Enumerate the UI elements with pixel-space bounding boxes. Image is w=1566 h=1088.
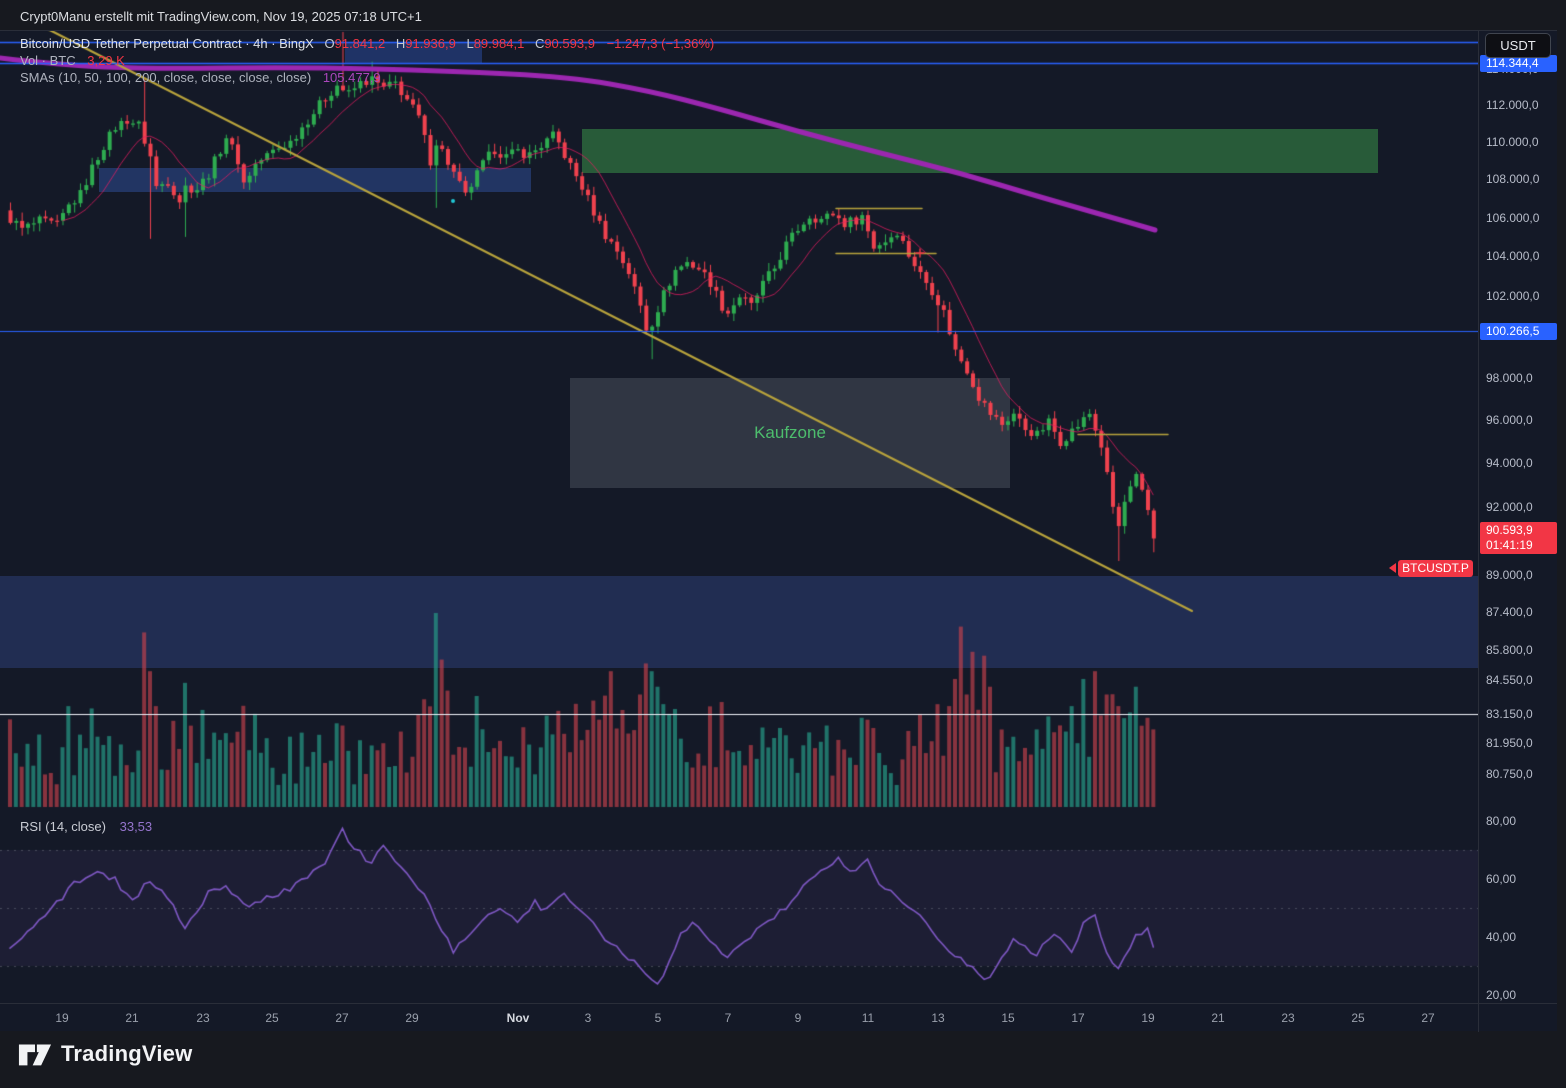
- time-tick-label: 21: [125, 1011, 139, 1025]
- high-value: 91.936,9: [405, 36, 456, 51]
- rsi-label: RSI (14, close): [20, 819, 106, 834]
- time-tick-label: 15: [1001, 1011, 1015, 1025]
- symbol-price-badge: BTCUSDT.P: [1398, 560, 1473, 578]
- volume-legend-row[interactable]: Vol · BTC 3,29 K: [20, 54, 714, 68]
- last-price-value: 90.593,9: [1486, 523, 1533, 538]
- volume-label: Vol · BTC: [20, 53, 76, 68]
- close-value: 90.593,9: [544, 36, 595, 51]
- symbol-title: Bitcoin/USD Tether Perpetual Contract · …: [20, 36, 314, 51]
- time-tick-label: 19: [1141, 1011, 1155, 1025]
- time-tick-label: 19: [55, 1011, 69, 1025]
- blue-line-price-label: 114.344,4: [1480, 54, 1557, 72]
- rsi-tick-label: 40,00: [1486, 930, 1517, 944]
- time-tick-label: 13: [931, 1011, 945, 1025]
- time-tick-label: 11: [861, 1011, 875, 1025]
- rsi-tick-label: 20,00: [1486, 988, 1517, 1002]
- price-tick-label: 81.950,0: [1486, 736, 1533, 751]
- price-tick-label: 89.000,0: [1486, 567, 1533, 582]
- bar-countdown: 01:41:19: [1486, 538, 1533, 553]
- time-tick-label: 29: [405, 1011, 419, 1025]
- attribution-text: Crypt0Manu erstellt mit TradingView.com,…: [20, 9, 422, 24]
- price-tick-label: 87.400,0: [1486, 604, 1533, 619]
- close-key: C: [534, 36, 545, 51]
- blue-line-price-label-mid: 100.266,5: [1480, 323, 1557, 341]
- open-key: O: [324, 36, 335, 51]
- time-tick-label: Nov: [506, 1011, 530, 1025]
- time-tick-label: 23: [196, 1011, 210, 1025]
- tradingview-logo[interactable]: TradingView: [18, 1040, 192, 1068]
- price-tick-label: 83.150,0: [1486, 706, 1533, 721]
- smas-legend-row[interactable]: SMAs (10, 50, 100, 200, close, close, cl…: [20, 71, 714, 85]
- rsi-value: 33,53: [119, 819, 153, 834]
- price-arrow-icon: [1389, 563, 1396, 574]
- price-tick-label: 112.000,0: [1486, 98, 1539, 112]
- high-key: H: [395, 36, 406, 51]
- time-tick-label: 21: [1211, 1011, 1225, 1025]
- chart-legend: Bitcoin/USD Tether Perpetual Contract · …: [20, 37, 714, 88]
- chart-frame: Kaufzone Bitcoin/USD Tether Perpetual Co…: [0, 30, 1557, 1032]
- time-tick-label: 17: [1071, 1011, 1085, 1025]
- price-tick-label: 94.000,0: [1486, 456, 1533, 471]
- smas-value: 105.477,9: [322, 70, 381, 85]
- price-tick-label: 98.000,0: [1486, 370, 1533, 385]
- price-chart-pane[interactable]: Kaufzone: [0, 31, 1478, 1031]
- price-tick-label: 80.750,0: [1486, 766, 1533, 781]
- change-value: −1.247,3 (−1,36%): [606, 36, 715, 51]
- price-tick-label: 104.000,0: [1486, 249, 1540, 264]
- price-tick-label: 108.000,0: [1486, 172, 1540, 187]
- time-tick-label: 27: [335, 1011, 349, 1025]
- price-tick-label: 84.550,0: [1486, 672, 1533, 687]
- chart-canvas[interactable]: [0, 31, 1478, 1031]
- price-tick-label: 106.000,0: [1486, 210, 1540, 225]
- price-tick-label: 102.000,0: [1486, 289, 1540, 304]
- time-tick-label: 25: [265, 1011, 279, 1025]
- price-tick-label: 110.000,0: [1486, 134, 1539, 149]
- time-tick-label: 7: [724, 1011, 732, 1025]
- tradingview-logo-text: TradingView: [61, 1041, 193, 1066]
- tradingview-logo-icon: [18, 1044, 52, 1066]
- volume-value: 3,29 K: [87, 53, 125, 68]
- time-tick-label: 25: [1351, 1011, 1365, 1025]
- low-value: 89.984,1: [473, 36, 525, 51]
- price-tick-label: 85.800,0: [1486, 642, 1533, 657]
- low-key: L: [466, 36, 474, 51]
- time-tick-label: 9: [794, 1011, 802, 1025]
- axis-corner: [1478, 1004, 1557, 1032]
- symbol-legend-row[interactable]: Bitcoin/USD Tether Perpetual Contract · …: [20, 37, 714, 51]
- smas-label: SMAs (10, 50, 100, 200, close, close, cl…: [20, 70, 312, 85]
- price-axis[interactable]: USDT 114.000,0112.000,0110.000,0108.000,…: [1478, 31, 1557, 1003]
- rsi-tick-label: 80,00: [1486, 814, 1517, 828]
- time-tick-label: 27: [1421, 1011, 1435, 1025]
- last-price-label: 90.593,9 01:41:19: [1480, 522, 1557, 555]
- time-tick-label: 5: [654, 1011, 662, 1025]
- time-tick-label: 3: [584, 1011, 592, 1025]
- time-tick-label: 23: [1281, 1011, 1295, 1025]
- price-tick-label: 92.000,0: [1486, 499, 1533, 514]
- currency-toggle-button[interactable]: USDT: [1485, 33, 1551, 58]
- open-value: 91.841,2: [334, 36, 386, 51]
- time-axis[interactable]: 19 21 23 25 27 29 Nov 3 5 7 9 11 13 15 17 19 21 23 25 27: [0, 1003, 1557, 1032]
- price-tick-label: 96.000,0: [1486, 413, 1533, 428]
- rsi-legend-row[interactable]: RSI (14, close) 33,53: [20, 819, 152, 834]
- rsi-tick-label: 60,00: [1486, 872, 1517, 886]
